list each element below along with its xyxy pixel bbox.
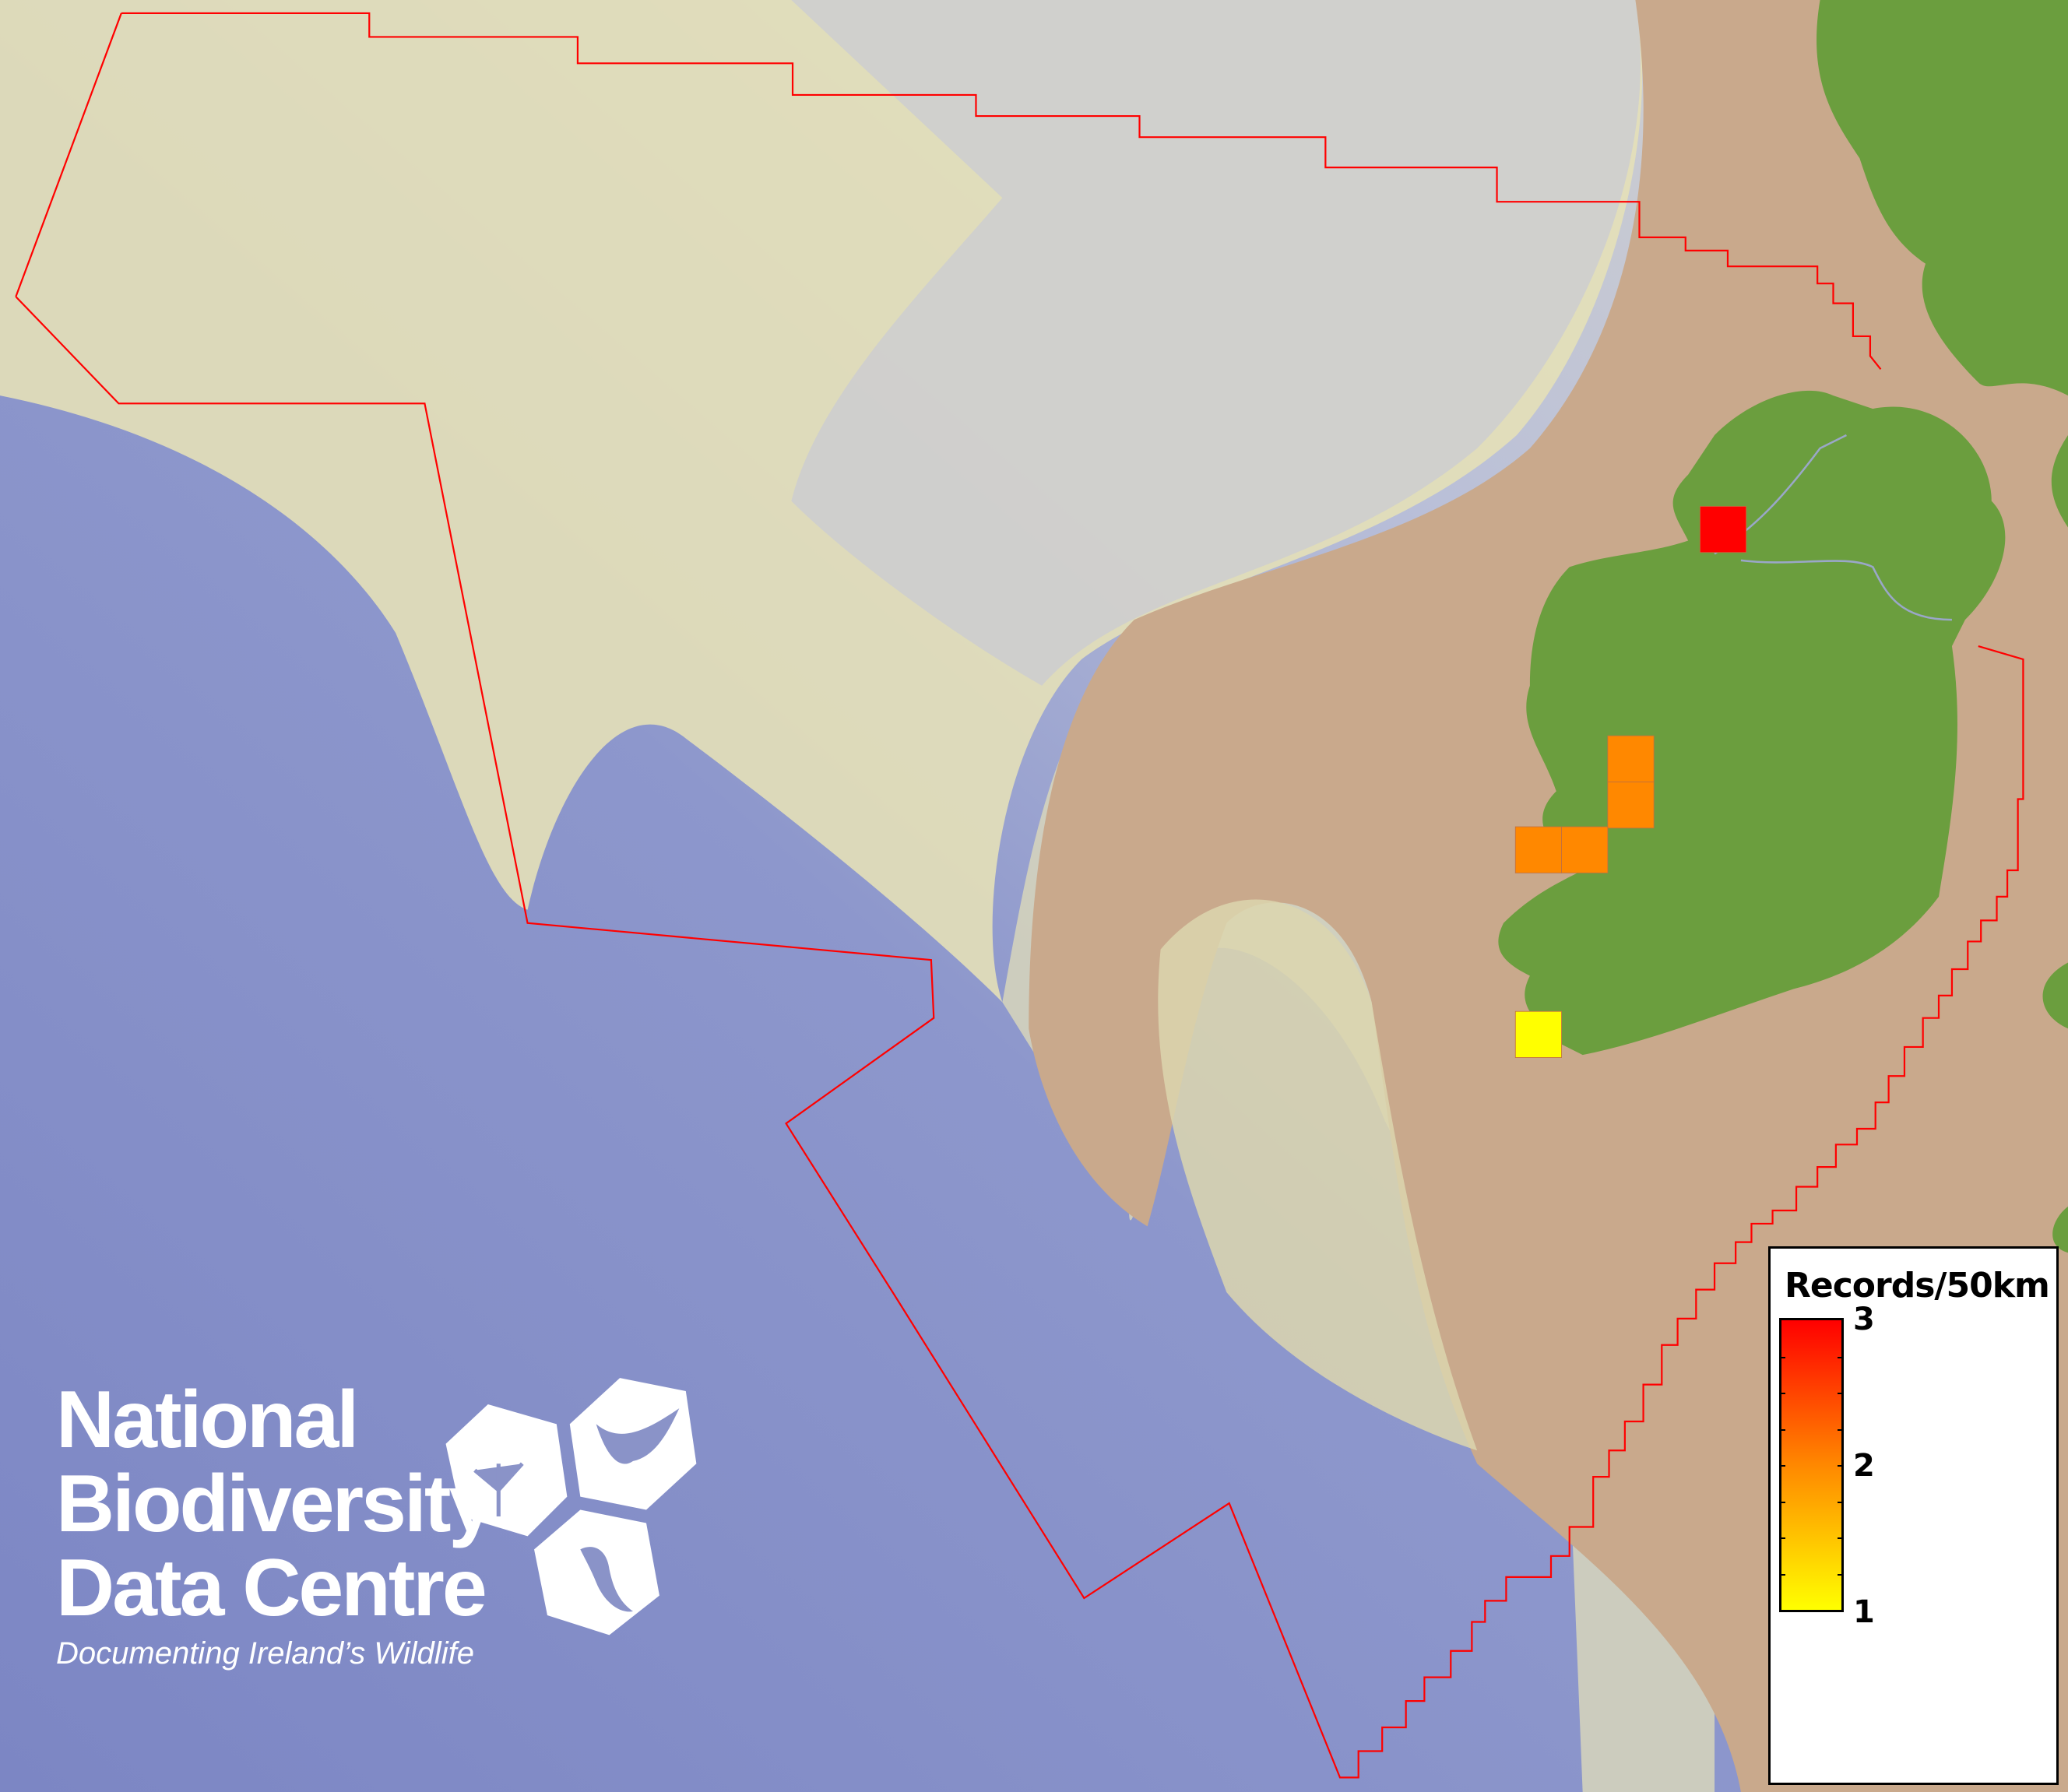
legend-title: Records/50km bbox=[1785, 1266, 2050, 1305]
record-cell[interactable] bbox=[1607, 782, 1655, 829]
scotland-landmass bbox=[1817, 0, 2068, 396]
ireland-landmass bbox=[1498, 390, 2006, 1056]
porcupine-seabight bbox=[1158, 899, 1478, 1451]
record-grid-cells bbox=[1514, 506, 1747, 1058]
nbdc-logo: National Biodiversity Data Centre Docume… bbox=[56, 1375, 494, 1671]
legend-mid-label: 2 bbox=[1853, 1448, 1875, 1484]
record-cell[interactable] bbox=[1561, 826, 1609, 873]
logo-line-2: Biodiversity bbox=[56, 1459, 494, 1549]
wales-landmass bbox=[2042, 434, 2068, 1253]
legend-color-ramp bbox=[1779, 1318, 1844, 1612]
record-cell[interactable] bbox=[1514, 826, 1562, 873]
logo-line-3: Data Centre bbox=[56, 1543, 487, 1633]
record-cell[interactable] bbox=[1514, 1010, 1562, 1058]
shelf-slope bbox=[791, 0, 1641, 686]
nbdc-logo-hexagons bbox=[445, 1378, 697, 1636]
record-cell[interactable] bbox=[1699, 506, 1747, 553]
record-cell[interactable] bbox=[1607, 735, 1655, 782]
logo-tagline: Documenting Ireland’s Wildlife bbox=[56, 1636, 474, 1671]
legend: Records/50km 3 2 1 bbox=[1768, 1246, 2059, 1785]
logo-line-1: National bbox=[56, 1375, 359, 1465]
legend-max-label: 3 bbox=[1853, 1302, 1875, 1337]
legend-min-label: 1 bbox=[1853, 1594, 1875, 1630]
eez-boundary-line bbox=[15, 12, 2024, 1779]
